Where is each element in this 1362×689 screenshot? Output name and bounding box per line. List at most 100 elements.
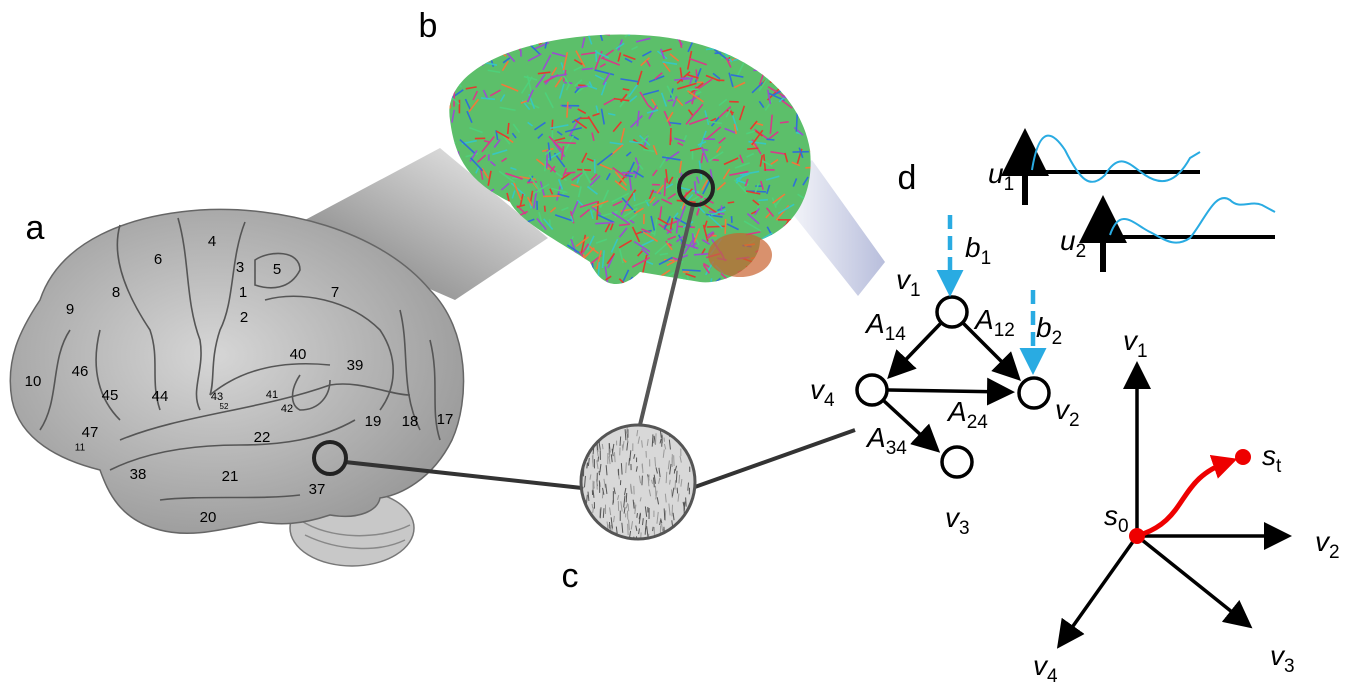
trajectory xyxy=(1137,462,1228,536)
fiber xyxy=(508,123,509,134)
fiber xyxy=(732,278,740,280)
fiber xyxy=(690,31,701,37)
fiber xyxy=(781,80,793,86)
texture-line xyxy=(692,518,693,525)
fiber xyxy=(477,63,483,64)
area-number: 5 xyxy=(273,261,281,278)
area-number: 47 xyxy=(82,424,99,441)
fiber xyxy=(611,286,615,298)
fiber xyxy=(541,250,545,262)
fiber xyxy=(787,65,790,70)
fiber xyxy=(473,50,489,51)
fiber xyxy=(584,267,595,279)
fiber xyxy=(437,111,440,118)
fiber xyxy=(768,53,774,55)
area-number: 38 xyxy=(130,466,147,483)
panel-label: a xyxy=(26,209,45,247)
fiber xyxy=(584,254,585,266)
area-number: 21 xyxy=(222,468,239,485)
fiber xyxy=(782,248,786,255)
fiber xyxy=(694,285,699,289)
fiber xyxy=(461,63,472,64)
fiber xyxy=(463,54,470,67)
math-label: v4 xyxy=(810,374,835,411)
fiber xyxy=(626,175,633,176)
fiber xyxy=(816,144,817,163)
fiber xyxy=(492,284,502,293)
fiber xyxy=(747,40,763,49)
fiber xyxy=(783,276,786,290)
fiber xyxy=(595,223,614,224)
fiber xyxy=(790,288,793,294)
fiber xyxy=(530,284,535,292)
area-number: 8 xyxy=(112,284,120,301)
texture-line xyxy=(590,526,591,534)
texture-line xyxy=(594,530,595,540)
math-label: u1 xyxy=(988,158,1014,195)
area-number: 45 xyxy=(102,387,119,404)
texture-line xyxy=(603,508,604,518)
fiber xyxy=(492,289,498,296)
area-number: 10 xyxy=(25,373,42,390)
fiber xyxy=(742,287,747,300)
fiber xyxy=(778,30,790,43)
label-subscript: 3 xyxy=(959,518,970,539)
label-base: A xyxy=(865,422,886,453)
label-base: u xyxy=(1060,225,1076,256)
fiber xyxy=(788,259,804,265)
panel-label: d xyxy=(898,159,917,197)
fiber xyxy=(779,252,786,260)
texture-line xyxy=(629,458,630,465)
fiber xyxy=(814,154,823,164)
fiber xyxy=(773,260,790,266)
fiber xyxy=(448,68,451,76)
fiber xyxy=(784,226,801,234)
fiber xyxy=(813,117,824,123)
fiber xyxy=(522,265,529,272)
fiber xyxy=(545,284,560,286)
fiber xyxy=(797,45,803,51)
fiber xyxy=(747,148,758,149)
label-subscript: 1 xyxy=(1004,174,1015,195)
fiber xyxy=(694,254,709,255)
fiber xyxy=(809,53,821,54)
fiber xyxy=(780,232,781,243)
fiber xyxy=(704,139,715,140)
area-number: 37 xyxy=(309,481,326,498)
fiber xyxy=(442,32,444,39)
fiber xyxy=(773,42,777,52)
area-number: 39 xyxy=(347,357,364,374)
texture-line xyxy=(585,523,586,530)
fiber xyxy=(695,285,709,292)
fiber xyxy=(545,161,546,171)
texture-line xyxy=(687,524,688,536)
fiber xyxy=(441,75,453,87)
label-subscript: 12 xyxy=(994,320,1015,341)
area-number: 2 xyxy=(240,309,248,326)
fiber xyxy=(781,276,783,294)
fiber xyxy=(785,55,800,67)
fiber xyxy=(791,224,793,233)
area-number: 3 xyxy=(236,259,244,276)
fiber xyxy=(522,290,540,293)
fiber xyxy=(634,283,645,287)
fiber xyxy=(522,259,536,265)
fiber xyxy=(776,236,780,244)
fiber xyxy=(735,36,748,38)
fiber xyxy=(557,142,576,143)
state-axes xyxy=(1061,368,1285,643)
fiber xyxy=(722,44,733,45)
math-label: b1 xyxy=(965,232,991,269)
fiber xyxy=(767,56,768,68)
fiber xyxy=(751,288,768,290)
fiber xyxy=(759,52,767,64)
fiber xyxy=(801,101,818,104)
fiber xyxy=(485,40,492,42)
label-subscript: 2 xyxy=(1069,410,1080,431)
fiber xyxy=(742,35,754,37)
fiber xyxy=(477,40,492,44)
fiber xyxy=(788,256,798,257)
texture-line xyxy=(620,436,621,445)
texture-line xyxy=(690,509,691,519)
state-point xyxy=(1235,449,1251,465)
